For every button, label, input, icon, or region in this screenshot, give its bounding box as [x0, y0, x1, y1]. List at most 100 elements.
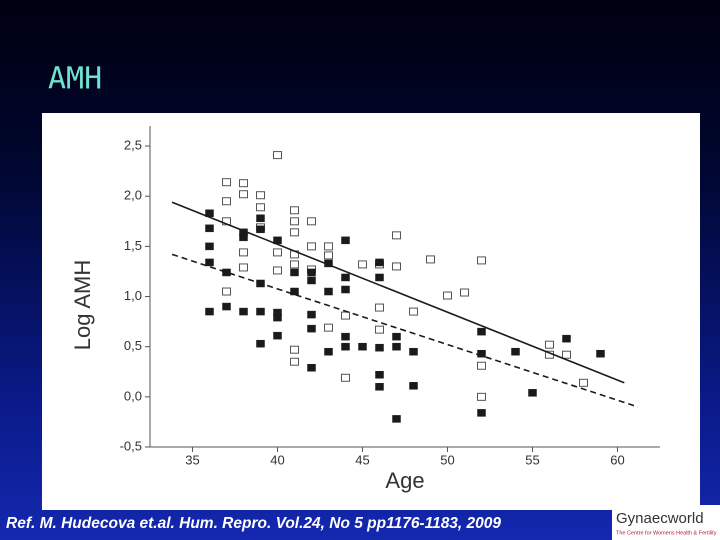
- point: [341, 236, 350, 245]
- point: [290, 345, 299, 354]
- point: [290, 357, 299, 366]
- point: [341, 373, 350, 382]
- y-tick-label: 2,5: [124, 138, 142, 153]
- point: [341, 273, 350, 282]
- point: [222, 287, 231, 296]
- y-tick-label: 2,0: [124, 188, 142, 203]
- point: [562, 334, 571, 343]
- x-tick-label: 60: [610, 452, 624, 467]
- point: [205, 258, 214, 267]
- point: [256, 225, 265, 234]
- point: [290, 217, 299, 226]
- point: [477, 409, 486, 417]
- point: [205, 224, 214, 233]
- point: [205, 307, 214, 316]
- point: [324, 251, 333, 260]
- point: [409, 307, 418, 316]
- point: [511, 347, 520, 356]
- point: [273, 313, 282, 322]
- point: [307, 310, 316, 319]
- point: [443, 291, 452, 300]
- fit-line: [171, 253, 639, 408]
- x-tick-label: 35: [185, 452, 199, 467]
- y-tick-label: 1,0: [124, 288, 142, 303]
- point: [392, 262, 401, 271]
- point: [256, 307, 265, 316]
- point: [273, 266, 282, 275]
- y-tick-label: 0,0: [124, 388, 142, 403]
- point: [256, 191, 265, 200]
- point: [324, 287, 333, 296]
- point: [528, 389, 537, 397]
- point: [341, 285, 350, 294]
- point: [290, 287, 299, 296]
- point: [290, 206, 299, 215]
- logo-tagline: The Centre for Womens Health & Fertility: [616, 530, 717, 536]
- point: [307, 276, 316, 285]
- point: [375, 325, 384, 334]
- x-tick-label: 40: [270, 452, 284, 467]
- point: [273, 248, 282, 257]
- fit-line: [171, 201, 625, 384]
- point: [392, 332, 401, 341]
- point: [307, 364, 316, 372]
- point: [477, 392, 486, 401]
- point: [562, 350, 571, 359]
- point: [324, 323, 333, 332]
- point: [256, 203, 265, 212]
- x-tick-label: 55: [525, 452, 539, 467]
- point: [273, 331, 282, 340]
- point: [290, 228, 299, 237]
- point: [307, 324, 316, 333]
- point: [477, 256, 486, 265]
- point: [341, 332, 350, 341]
- point: [239, 190, 248, 199]
- point: [341, 342, 350, 351]
- point: [341, 311, 350, 320]
- point: [477, 327, 486, 336]
- point: [426, 255, 435, 264]
- point: [222, 302, 231, 311]
- point: [392, 231, 401, 240]
- y-tick-label: -0,5: [120, 438, 142, 453]
- point: [256, 214, 265, 223]
- point: [205, 242, 214, 251]
- point: [375, 303, 384, 312]
- point: [222, 197, 231, 206]
- x-tick-label: 50: [440, 452, 454, 467]
- point: [392, 415, 401, 423]
- point: [545, 340, 554, 349]
- point: [239, 248, 248, 257]
- point: [375, 273, 384, 282]
- plot-panel: [42, 113, 700, 510]
- x-tick-label: 45: [355, 452, 369, 467]
- logo-box: [612, 505, 720, 540]
- x-axis-title: Age: [385, 468, 424, 493]
- point: [460, 288, 469, 297]
- reference: Ref. M. Hudecova et.al. Hum. Repro. Vol.…: [6, 515, 501, 532]
- point: [273, 151, 282, 160]
- point: [375, 371, 384, 379]
- slide-title: AMH: [48, 62, 102, 97]
- y-tick-label: 0,5: [124, 338, 142, 353]
- point: [307, 217, 316, 226]
- point: [477, 361, 486, 370]
- logo-name: Gynaecworld: [616, 510, 704, 527]
- point: [409, 347, 418, 356]
- point: [324, 347, 333, 356]
- point: [239, 179, 248, 188]
- point: [392, 342, 401, 351]
- point: [222, 178, 231, 187]
- point: [256, 339, 265, 348]
- point: [290, 260, 299, 269]
- y-tick-label: 1,5: [124, 238, 142, 253]
- point: [239, 233, 248, 242]
- point: [239, 263, 248, 272]
- point: [307, 242, 316, 251]
- point: [375, 258, 384, 267]
- point: [579, 378, 588, 387]
- point: [290, 268, 299, 277]
- point: [409, 382, 418, 390]
- point: [596, 349, 605, 358]
- y-axis-title: Log AMH: [70, 260, 95, 351]
